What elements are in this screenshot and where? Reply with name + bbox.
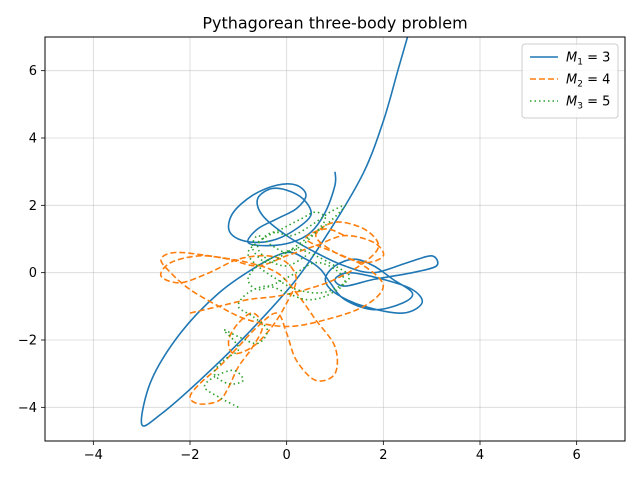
legend-label-m1: M1 = 3 (566, 51, 610, 68)
series-line-m1 (140, 37, 439, 427)
series-layer (140, 37, 439, 427)
legend: M1 = 3 M2 = 4 M3 = 5 (521, 43, 619, 119)
y-tick-label: 4 (29, 132, 37, 147)
plot-frame (44, 36, 626, 442)
y-tick-label: 2 (29, 199, 37, 214)
axis-ticks: −4 −2 0 2 4 6 −4 −2 0 2 4 6 (18, 64, 581, 463)
x-tick-label: 0 (283, 448, 291, 463)
x-tick-label: −2 (180, 448, 199, 463)
legend-label-m3: M3 = 5 (566, 95, 610, 112)
chart-title: Pythagorean three-body problem (202, 14, 467, 33)
grid (45, 37, 625, 441)
x-tick-label: −4 (84, 448, 103, 463)
series-line-m2 (159, 221, 385, 405)
y-tick-label: −4 (18, 401, 37, 416)
x-tick-label: 4 (476, 448, 484, 463)
legend-box (521, 43, 619, 119)
x-tick-label: 2 (379, 448, 387, 463)
y-tick-label: −2 (18, 334, 37, 349)
x-tick-label: 6 (573, 448, 581, 463)
y-tick-label: 0 (29, 266, 37, 281)
y-tick-label: 6 (29, 64, 37, 79)
legend-label-m2: M2 = 4 (566, 73, 610, 90)
